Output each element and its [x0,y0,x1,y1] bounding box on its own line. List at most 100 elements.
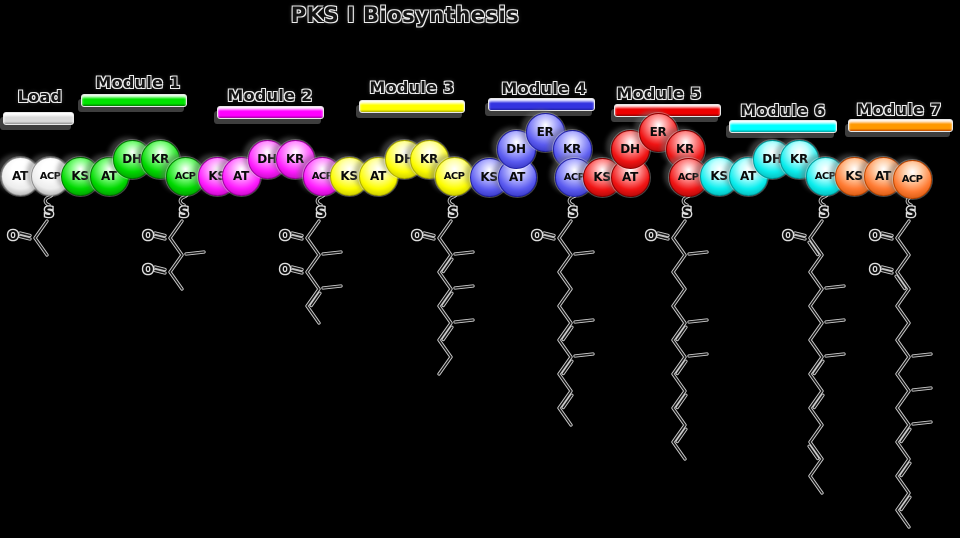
chemical-structure-module-3: SO [410,187,475,376]
atom-label-o: O [142,229,153,244]
module-label-module-7: Module 7 [856,100,942,119]
module-label-load: Load [17,87,63,106]
module-bar-load [3,112,74,125]
domain-label: KR [790,152,808,166]
domain-label: AT [101,169,117,183]
atom-label-o: O [645,229,656,244]
domain-label: DH [394,152,414,166]
domain-label: ACP [39,170,61,182]
atom-label-s: S [682,205,692,221]
domain-label: KS [710,169,728,183]
atom-label-o: O [279,229,290,244]
chemical-structure-module-5: SO [644,187,709,461]
module-bar-module-3 [359,100,465,113]
domain-label: KS [845,169,863,183]
domain-label: AT [233,169,249,183]
domain-label: KS [593,170,611,184]
atom-label-s: S [448,205,458,221]
chemical-structure-module-7: S O O [868,187,933,529]
bond-halo [656,187,709,461]
domain-circle-module-5-er: ER [638,112,678,152]
domain-label: KR [151,152,169,166]
bond-lines [543,188,594,426]
module-label-module-5: Module 5 [616,84,702,103]
domain-label: ER [649,125,667,139]
atom-label-o: O [531,229,542,244]
module-bar-module-6 [729,120,837,133]
module-label-module-1: Module 1 [95,73,181,92]
domain-label: ACP [901,173,923,185]
domain-label: ACP [563,171,585,183]
domain-label: ACP [443,170,465,182]
domain-label: KS [480,170,498,184]
domain-label: ACP [814,170,836,182]
chemical-structure-module-6: SO [781,187,846,495]
atom-label-o: O [869,263,880,278]
bond-lines [154,188,205,290]
atom-label-o: O [7,229,18,244]
atom-label-s: S [179,205,189,221]
bond-lines [881,188,932,528]
domain-circle-module-6-kr: KR [779,139,819,179]
bond-lines [423,188,474,375]
bond-halo [153,187,206,291]
chemical-structure-module-2: S O O [278,187,343,325]
domain-label: KR [420,152,438,166]
domain-circle-load-acp: ACP [30,156,70,196]
module-bar-module-4 [488,98,595,111]
atom-label-o: O [142,263,153,278]
domain-label: AT [509,170,525,184]
domain-label: ACP [174,170,196,182]
module-label-module-4: Module 4 [501,79,587,98]
bond-lines [291,188,342,324]
domain-circle-module-7-acp: ACP [892,159,932,199]
domain-label: KR [286,152,304,166]
bond-halo [880,187,933,529]
bond-halo [542,187,595,427]
domain-label: DH [506,142,526,156]
module-label-module-2: Module 2 [227,86,313,105]
domain-label: AT [740,169,756,183]
bond-lines [794,188,845,494]
domain-label: ACP [311,170,333,182]
atom-label-s: S [316,205,326,221]
domain-circle-module-4-er: ER [525,112,565,152]
module-label-module-6: Module 6 [740,101,826,120]
atom-label-s: S [568,205,578,221]
chemical-structure-module-1: S O O [141,187,206,291]
domain-label: KR [676,142,694,156]
domain-label: DH [122,152,142,166]
domain-label: DH [257,152,277,166]
domain-circle-module-3-acp: ACP [434,156,474,196]
atom-label-o: O [411,229,422,244]
bond-halo [422,187,475,376]
module-label-module-3: Module 3 [369,78,455,97]
module-bar-module-2 [217,106,324,119]
bond-halo [793,187,846,495]
atom-label-o: O [869,229,880,244]
module-bar-module-7 [848,119,953,132]
diagram-title: PKS I Biosynthesis [290,3,520,27]
bond-lines [657,188,708,460]
domain-label: DH [620,142,640,156]
domain-label: AT [622,170,638,184]
atom-label-o: O [279,263,290,278]
domain-label: KS [340,169,358,183]
atom-label-s: S [906,205,916,221]
domain-label: KR [563,142,581,156]
domain-label: DH [762,152,782,166]
atom-label-s: S [819,205,829,221]
bond-halo [18,187,55,257]
bond-halo [290,187,343,325]
domain-label: ER [536,125,554,139]
domain-label: AT [370,169,386,183]
domain-label: KS [71,169,89,183]
atom-label-o: O [782,229,793,244]
atom-label-s: S [44,205,54,221]
domain-label: ACP [677,171,699,183]
domain-circle-module-3-ks: KS [329,156,369,196]
chemical-structure-load: SO [6,187,55,257]
bond-lines [19,188,54,256]
domain-label: AT [12,169,28,183]
